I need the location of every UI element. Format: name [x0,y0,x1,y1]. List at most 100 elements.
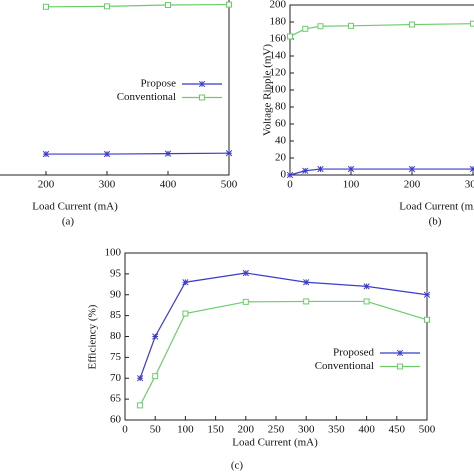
y-tick-label: 90 [110,288,122,300]
marker [347,165,355,173]
marker [470,20,474,27]
y-tick-label: 85 [110,309,122,321]
legend-marker [199,94,205,101]
marker [182,310,189,317]
marker [469,165,474,173]
x-tick-label: 350 [328,424,345,436]
chart-panel: 0 100 200 300 0 20 40 60 80 100 120 140 160 180 200 Loa… [262,0,474,228]
marker [152,333,159,340]
x-tick-label: 300 [99,179,116,191]
legend-marker [397,363,403,370]
plot-frame [289,4,474,176]
marker [363,283,370,290]
marker [302,25,309,32]
marker [164,150,172,157]
x-tick-label: 0 [122,424,128,436]
x-axis-label: Load Current (mA) [32,201,118,213]
x-tick-label: 300 [298,424,315,436]
marker [286,171,294,179]
marker [317,23,324,30]
x-tick-label: 400 [160,179,177,191]
marker [408,165,416,173]
x-tick-label: 100 [177,424,194,436]
x-axis-label: Load Current (mA) [232,437,318,449]
marker [287,33,293,40]
y-tick-label: 100 [105,247,122,259]
marker [225,150,233,157]
y-tick-label: 180 [270,16,287,28]
marker [103,150,111,158]
marker [165,2,171,9]
y-tick-label: 140 [270,50,287,62]
marker [42,150,50,158]
y-tick-label: 160 [270,33,287,45]
marker [136,375,144,382]
series-line [46,152,230,155]
legend-marker [198,80,206,88]
marker [302,167,309,174]
series-line [45,3,230,8]
x-tick-label: 300 [465,179,474,191]
y-tick-label: 80 [275,101,287,113]
y-tick-label: 65 [110,393,122,405]
marker [409,21,415,28]
y-tick-label: 60 [275,118,287,130]
legend-symbol [198,80,206,88]
legend-symbol [199,94,205,101]
marker [348,22,354,29]
marker [424,316,430,323]
caption: (b) [429,216,442,228]
series-line [289,168,473,176]
marker [242,269,249,277]
y-tick-label: 120 [270,67,287,79]
legend-label: Proposed [333,347,374,359]
y-axis-label: Efficiency (%) [87,304,99,369]
chart-panel: 200 300 400 500 Load Current (mA) (a) ProposeC… [0,0,238,228]
caption: (c) [231,460,244,472]
x-tick-label: 200 [238,424,255,436]
y-tick-label: 20 [275,152,287,164]
marker [43,3,49,10]
x-tick-label: 200 [404,179,421,191]
y-tick-label: 75 [110,351,122,363]
marker [242,298,249,305]
x-tick-label: 450 [389,424,406,436]
marker [363,298,370,305]
x-tick-label: 500 [419,424,436,436]
plot-frame [0,0,230,176]
series-line [289,23,474,37]
legend-label: Propose [141,78,177,90]
x-tick-label: 100 [343,179,360,191]
legend-marker [396,349,404,357]
x-tick-label: 200 [38,179,55,191]
legend-label: Conventional [315,360,374,372]
y-tick-label: 95 [110,267,122,279]
x-tick-label: 50 [150,424,162,436]
y-tick-label: 80 [110,330,122,342]
y-tick-label: 40 [275,135,287,147]
y-tick-label: 60 [110,414,122,426]
x-axis-label: Load Current (mA) [399,201,474,213]
y-tick-label: 70 [110,372,122,384]
marker [137,402,144,409]
legend-symbol [396,349,404,357]
marker [226,1,232,8]
legend-label: Conventional [117,91,176,103]
legend-symbol [397,363,403,370]
marker [423,291,431,298]
marker [104,3,110,10]
marker [152,373,159,380]
marker [303,298,310,305]
caption: (a) [62,216,75,228]
marker [317,165,324,173]
y-tick-label: 0 [281,169,287,181]
x-tick-label: 150 [207,424,224,436]
x-tick-label: 0 [287,179,293,191]
chart-panel: 0 50 100 150 200 250 300 350 400 450 500 60 65 70 75 80… [87,247,436,472]
marker [303,279,310,286]
y-tick-label: 200 [270,0,287,11]
y-axis-label: Voltage Ripple (mV) [262,44,274,136]
series-line [139,272,428,379]
marker [182,279,189,286]
x-tick-label: 250 [268,424,285,436]
